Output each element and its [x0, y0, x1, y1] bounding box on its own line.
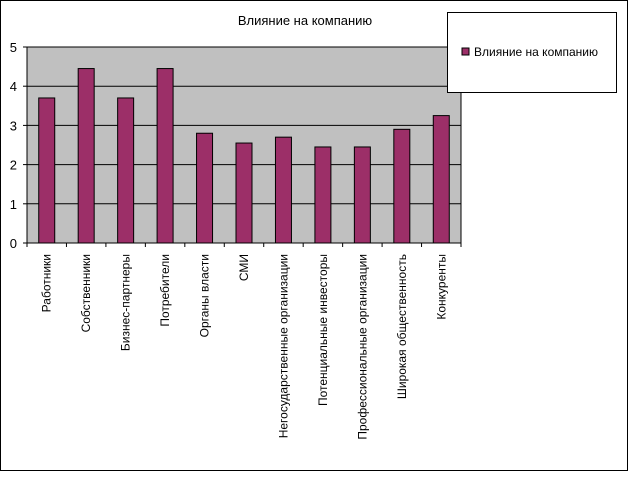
bar — [156, 68, 174, 244]
bars — [38, 68, 450, 244]
bar — [235, 142, 253, 244]
y-tick-label: 0 — [10, 236, 17, 251]
legend-box — [447, 12, 617, 93]
bar — [393, 128, 411, 244]
x-tick-label: СМИ — [237, 254, 251, 281]
chart-title: Влияние на компанию — [238, 13, 373, 28]
y-tick-label: 1 — [10, 197, 17, 212]
legend-label: Влияние на компанию — [474, 45, 598, 59]
bar — [38, 97, 56, 244]
y-tick-label: 2 — [10, 158, 17, 173]
x-tick-label: Собственники — [79, 254, 93, 332]
x-tick-label: Потенциальные инвесторы — [316, 254, 330, 406]
legend: Влияние на компанию — [447, 12, 617, 93]
bar — [432, 115, 450, 244]
x-tick-label: Профессиональные организации — [355, 254, 369, 440]
x-tick-label: Органы власти — [198, 254, 212, 337]
x-tick-label: Бизнес-партнеры — [119, 254, 133, 351]
y-tick-label: 4 — [10, 79, 17, 94]
x-tick-label: Негосударственные организации — [276, 254, 290, 438]
bar — [117, 97, 135, 244]
y-tick-label: 3 — [10, 118, 17, 133]
x-tick-label: Конкуренты — [434, 254, 448, 320]
legend-swatch — [461, 47, 470, 56]
bar — [314, 146, 332, 244]
bar — [353, 146, 371, 244]
bar — [196, 132, 214, 244]
x-tick-label: Широкая общественность — [395, 254, 409, 399]
y-tick-label: 5 — [10, 40, 17, 55]
x-tick-label: Работники — [40, 254, 54, 312]
bar — [274, 136, 292, 244]
x-tick-label: Потребители — [158, 254, 172, 327]
y-axis: 0 1 2 3 4 5 — [10, 40, 461, 251]
x-axis: Работники Собственники Бизнес-партнеры Потр… — [26, 243, 462, 440]
bar — [77, 68, 95, 244]
